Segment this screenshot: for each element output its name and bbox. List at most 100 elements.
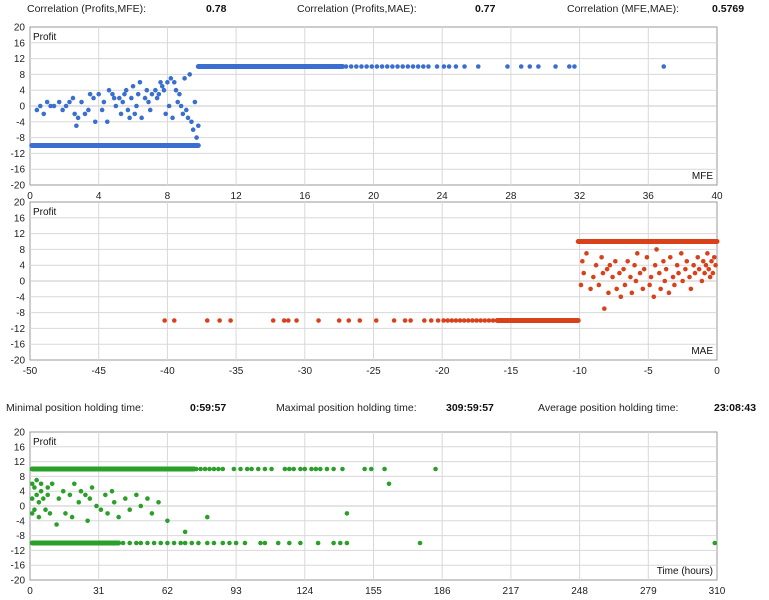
x-axis-label: Time (hours)	[657, 566, 713, 577]
data-point	[400, 64, 405, 69]
data-point	[644, 255, 650, 260]
x-tick-label: 24	[437, 191, 449, 202]
data-point	[183, 107, 189, 113]
data-point	[446, 64, 452, 69]
data-point	[211, 540, 217, 546]
data-point	[165, 540, 170, 546]
data-point	[453, 64, 459, 69]
x-tick-label: 124	[296, 586, 313, 597]
data-point	[216, 466, 221, 472]
data-point	[687, 274, 692, 280]
data-point	[238, 466, 243, 472]
data-point	[318, 466, 323, 472]
y-tick-label: 4	[19, 487, 25, 498]
data-point	[661, 64, 667, 69]
y-tick-label: -8	[16, 133, 25, 144]
data-point	[146, 99, 151, 105]
data-point	[192, 99, 198, 105]
stat-value-corr-profits-mae: 0.77	[475, 3, 496, 15]
data-point	[302, 466, 308, 472]
y-tick-label: -4	[16, 516, 25, 527]
data-point	[151, 540, 157, 546]
data-point	[712, 540, 718, 546]
data-point	[648, 274, 654, 280]
data-point	[244, 466, 250, 472]
y-tick-label: -20	[11, 181, 26, 192]
data-point	[709, 258, 714, 264]
x-tick-label: -15	[504, 366, 519, 377]
data-point	[688, 286, 694, 292]
data-point	[82, 111, 88, 117]
data-point	[168, 76, 174, 81]
data-point	[202, 466, 208, 472]
data-point	[270, 318, 276, 323]
data-point	[635, 251, 640, 256]
data-point	[189, 540, 195, 546]
data-point	[175, 99, 181, 105]
data-point	[87, 91, 93, 97]
data-point	[105, 511, 110, 516]
data-point	[581, 270, 587, 276]
data-point	[382, 466, 387, 472]
data-point	[38, 481, 44, 487]
data-point	[118, 111, 124, 117]
data-point	[120, 99, 126, 105]
data-point	[618, 294, 624, 300]
data-point	[614, 286, 619, 292]
y-tick-label: 8	[19, 245, 25, 256]
data-point	[161, 87, 167, 93]
data-point	[156, 500, 161, 505]
data-point	[640, 286, 646, 292]
y-tick-label: 8	[19, 70, 25, 81]
data-point	[69, 514, 75, 520]
x-tick-label: -25	[366, 366, 381, 377]
data-point	[193, 466, 199, 472]
data-point	[60, 107, 65, 113]
data-point	[683, 266, 688, 272]
x-tick-label: 16	[299, 191, 311, 202]
stat-label-corr-profits-mae: Correlation (Profits,MAE):	[297, 3, 417, 15]
data-point	[652, 262, 658, 268]
data-point	[109, 488, 115, 494]
x-tick-label: 0	[27, 586, 33, 597]
data-point	[695, 255, 701, 260]
x-axis-label: MAE	[691, 346, 713, 357]
data-point	[32, 507, 37, 512]
data-point	[572, 64, 577, 69]
y-tick-label: 0	[19, 277, 25, 288]
data-point	[29, 496, 35, 501]
x-tick-label: 31	[93, 586, 105, 597]
stat-label-avg-holding: Average position holding time:	[538, 402, 679, 414]
data-point	[373, 318, 379, 323]
data-point	[457, 318, 463, 323]
data-point	[137, 80, 143, 85]
data-point	[445, 318, 450, 323]
y-tick-label: 12	[14, 229, 26, 240]
data-point	[588, 286, 593, 292]
data-point	[313, 466, 319, 472]
data-point	[599, 255, 604, 260]
x-tick-label: -20	[435, 366, 450, 377]
data-point	[466, 318, 471, 323]
x-tick-label: -40	[160, 366, 175, 377]
data-point	[111, 95, 117, 101]
data-point	[354, 64, 359, 69]
x-tick-label: -30	[298, 366, 313, 377]
data-point	[32, 485, 37, 490]
y-tick-label: -16	[11, 165, 26, 176]
data-point	[596, 282, 602, 288]
data-point	[74, 123, 79, 129]
data-point	[359, 64, 364, 69]
data-point	[435, 318, 441, 323]
data-point	[75, 115, 81, 121]
data-point	[710, 270, 716, 276]
data-point	[34, 492, 39, 498]
data-point	[147, 107, 153, 113]
data-point	[374, 64, 380, 69]
data-point	[94, 503, 99, 509]
data-point	[104, 119, 110, 125]
data-point	[86, 107, 91, 113]
data-point	[163, 111, 168, 117]
data-point	[103, 492, 108, 498]
x-tick-label: 310	[709, 586, 726, 597]
